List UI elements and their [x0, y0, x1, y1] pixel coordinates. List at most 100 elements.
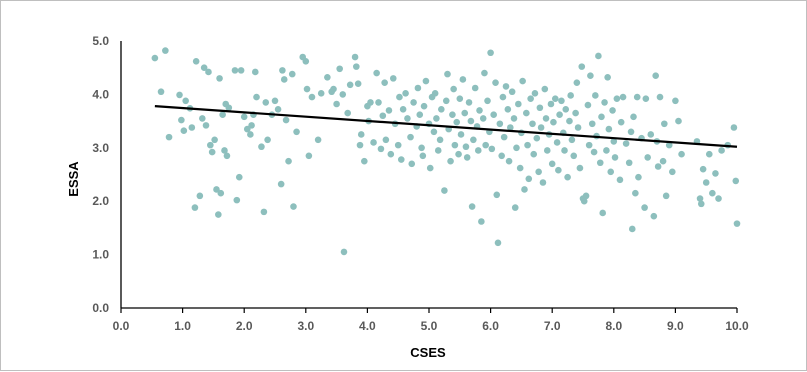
x-tick-label: 4.0: [359, 319, 376, 333]
data-point: [470, 136, 477, 144]
data-point: [669, 168, 676, 176]
data-point: [200, 64, 208, 71]
y-tick-label: 4.0: [92, 87, 109, 101]
data-point: [279, 67, 286, 74]
data-point: [213, 186, 220, 193]
data-point: [346, 81, 354, 89]
data-point: [462, 143, 470, 151]
data-point: [699, 165, 707, 173]
data-point: [490, 111, 497, 118]
data-point: [507, 124, 514, 131]
data-point: [504, 106, 512, 113]
data-point: [633, 93, 641, 101]
data-point: [603, 147, 610, 154]
data-point: [248, 122, 255, 129]
data-point: [375, 99, 382, 106]
data-point: [644, 154, 651, 161]
data-point: [642, 95, 650, 102]
data-point: [450, 85, 457, 93]
data-point: [588, 120, 596, 128]
data-point: [661, 120, 668, 128]
data-point: [599, 209, 607, 217]
data-point: [422, 77, 430, 85]
data-point: [370, 139, 377, 146]
data-point: [525, 175, 533, 183]
y-tick-label: 3.0: [92, 141, 109, 155]
data-point: [208, 148, 216, 156]
data-point: [444, 70, 451, 78]
data-point: [665, 141, 673, 149]
data-point: [420, 102, 428, 110]
data-point: [231, 67, 239, 74]
data-point: [515, 100, 522, 108]
y-tick-label: 5.0: [92, 34, 109, 48]
data-point: [550, 118, 557, 126]
data-point: [487, 49, 494, 57]
data-point: [290, 203, 297, 210]
data-point: [402, 90, 409, 97]
data-point: [659, 157, 667, 165]
data-point: [237, 67, 245, 74]
data-point: [251, 68, 259, 76]
data-point: [303, 85, 311, 93]
data-point: [324, 74, 331, 81]
data-point: [293, 128, 300, 136]
data-point: [162, 47, 169, 54]
x-tick-label: 3.0: [297, 319, 314, 333]
data-point: [733, 220, 741, 227]
data-point: [253, 93, 260, 101]
data-point: [732, 177, 740, 185]
data-point: [601, 99, 608, 106]
data-point: [702, 179, 710, 186]
data-point: [202, 122, 210, 129]
data-point: [697, 200, 705, 208]
data-point: [555, 166, 562, 174]
data-point: [492, 79, 499, 86]
data-point: [484, 97, 491, 105]
data-point: [678, 150, 685, 158]
data-point: [433, 115, 440, 122]
data-point: [474, 147, 482, 154]
data-point: [619, 93, 627, 101]
data-point: [553, 139, 561, 146]
data-point: [416, 111, 424, 118]
data-point: [262, 99, 270, 106]
data-point: [426, 164, 434, 172]
data-point: [705, 150, 713, 158]
data-point: [340, 248, 348, 256]
data-point: [592, 92, 599, 99]
data-point: [410, 99, 417, 106]
data-point: [641, 204, 648, 211]
data-point: [243, 125, 251, 133]
data-point: [471, 84, 479, 92]
data-point: [282, 116, 290, 124]
data-point: [258, 143, 265, 151]
data-point: [508, 88, 516, 96]
data-point: [572, 109, 579, 117]
data-point: [530, 150, 538, 158]
data-point: [233, 196, 241, 204]
data-point: [442, 97, 450, 105]
data-point: [344, 109, 351, 117]
x-tick-label: 2.0: [236, 319, 253, 333]
data-point: [493, 191, 501, 199]
data-point: [516, 164, 524, 172]
data-point: [585, 141, 593, 149]
data-point: [502, 83, 510, 90]
data-point: [567, 92, 574, 99]
data-point: [408, 160, 416, 168]
data-point: [399, 106, 407, 113]
x-axis-title: CSES: [410, 345, 446, 360]
data-point: [578, 63, 586, 70]
data-point: [317, 90, 325, 97]
data-point: [205, 68, 212, 76]
data-point: [274, 106, 282, 113]
data-point: [696, 195, 704, 202]
data-point: [587, 72, 594, 80]
data-point: [387, 150, 395, 158]
data-point: [367, 99, 374, 106]
data-point: [709, 189, 716, 197]
data-point: [524, 141, 531, 149]
data-point: [529, 120, 536, 128]
